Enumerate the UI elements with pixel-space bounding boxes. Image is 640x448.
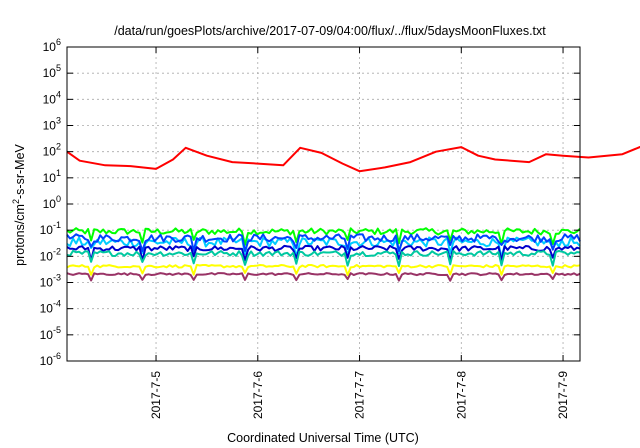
chart-title: /data/run/goesPlots/archive/2017-07-09/0… (114, 24, 546, 38)
series-line (66, 233, 581, 253)
y-tick-label: 103 (43, 116, 61, 133)
x-tick-label: 2017-7-7 (353, 371, 367, 419)
y-tick-label: 104 (43, 89, 61, 106)
x-tick-label: 2017-7-9 (556, 371, 570, 419)
plot-frame (66, 46, 581, 362)
series-line (66, 263, 581, 277)
grid (67, 47, 580, 361)
y-tick-label: 10-5 (40, 325, 61, 342)
x-tick-label: 2017-7-8 (454, 371, 468, 419)
series-line (66, 272, 581, 282)
y-tick-label: 105 (43, 63, 61, 80)
y-tick-label: 10-6 (40, 351, 61, 368)
series-line (66, 236, 581, 259)
series-line (66, 145, 640, 173)
series-group (66, 145, 640, 282)
x-axis-label: Coordinated Universal Time (UTC) (227, 431, 419, 445)
y-tick-label: 106 (43, 37, 61, 54)
y-axis-label: protons/cm2-s-sr-MeV (11, 143, 27, 265)
y-tick-label: 100 (43, 194, 61, 211)
y-tick-label: 10-4 (40, 299, 61, 316)
series-line (66, 249, 581, 267)
series-line (66, 227, 581, 246)
y-tick-label: 10-1 (40, 220, 61, 237)
series-line (66, 244, 581, 262)
y-tick-label: 10-2 (40, 246, 61, 263)
x-tick-label: 2017-7-5 (149, 371, 163, 419)
axes: 10-6 10-5 10-4 10-3 10-2 10-1 100 101 102 103 104 1… (40, 37, 581, 419)
y-tick-label: 10-3 (40, 273, 61, 290)
x-tick-label: 2017-7-6 (251, 371, 265, 419)
y-tick-label: 102 (43, 142, 61, 159)
y-tick-label: 101 (43, 168, 61, 185)
